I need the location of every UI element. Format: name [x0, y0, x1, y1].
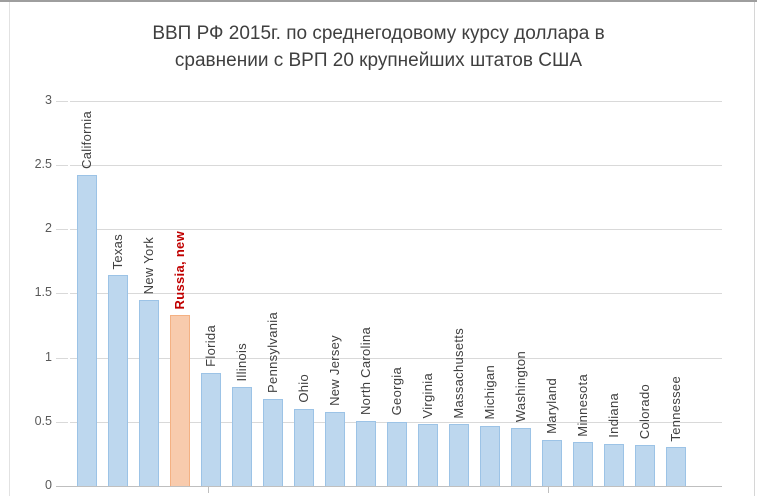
window-top-border: [0, 0, 757, 2]
bar: [511, 428, 531, 486]
chart-frame-left-border: [9, 2, 10, 496]
bar-category-label: New Jersey: [327, 334, 342, 406]
bar-category-label: Texas: [110, 233, 125, 270]
y-tick-label: 2: [45, 221, 52, 235]
chart-frame-right-border: [754, 2, 755, 496]
bar: [604, 443, 624, 486]
bar-category-label: Minnesota: [575, 373, 590, 437]
bar-category-label: New York: [141, 236, 156, 294]
bar-category-label: Florida: [203, 325, 218, 368]
bar: [635, 444, 655, 486]
chart-title: ВВП РФ 2015г. по среднегодовому курсу до…: [30, 20, 727, 74]
chart-title-line-1: ВВП РФ 2015г. по среднегодовому курсу до…: [152, 23, 605, 44]
y-axis-tick: [56, 293, 68, 294]
bar: [666, 447, 686, 486]
y-tick-label: 2.5: [34, 157, 52, 171]
y-tick-label: 3: [45, 93, 52, 107]
y-tick-label: 0.5: [34, 414, 52, 428]
x-axis-minor-tick: [208, 487, 209, 493]
bar-category-label: Virginia: [420, 372, 435, 419]
bar: [573, 442, 593, 486]
y-axis-tick: [56, 422, 68, 423]
gridline: [70, 165, 722, 166]
bar: [232, 387, 252, 486]
bar: [325, 411, 345, 486]
bar-category-label: North Carolina: [358, 326, 373, 415]
gridline: [70, 358, 722, 359]
bar: [77, 175, 97, 486]
bar-category-label: California: [79, 111, 94, 170]
bar-category-label: Washington: [513, 351, 528, 423]
bar: [387, 421, 407, 486]
y-tick-label: 1.5: [34, 285, 52, 299]
bar: [263, 398, 283, 486]
bar-highlight-russia: [170, 315, 190, 486]
y-tick-label: 1: [45, 350, 52, 364]
bar: [356, 420, 376, 486]
bar: [480, 425, 500, 486]
bar-category-label: Colorado: [637, 383, 652, 439]
gridline: [70, 229, 722, 230]
chart-title-line-2: сравнении с ВРП 20 крупнейших штатов США: [174, 50, 583, 71]
bar-category-label: Maryland: [544, 377, 559, 434]
bar-category-label: Russia, new: [172, 230, 187, 310]
bar-category-label: Tennessee: [668, 375, 683, 442]
bar-category-label: Ohio: [296, 374, 311, 403]
y-axis-tick: [56, 229, 68, 230]
bar-category-label: Illinois: [234, 342, 249, 382]
gridline: [70, 293, 722, 294]
gridline: [70, 101, 722, 102]
bar-category-label: Pennsylvania: [265, 311, 280, 393]
y-axis-tick: [56, 101, 68, 102]
bar-category-label: Georgia: [389, 367, 404, 416]
bar: [108, 275, 128, 486]
bar-category-label: Massachusetts: [451, 327, 466, 419]
bar: [418, 424, 438, 486]
bar: [139, 299, 159, 486]
bar: [201, 373, 221, 486]
bar: [449, 424, 469, 486]
x-axis-minor-tick: [548, 487, 549, 493]
y-axis-tick: [56, 165, 68, 166]
bar-category-label: Indiana: [606, 392, 621, 438]
y-tick-label: 0: [45, 478, 52, 492]
bar-category-label: Michigan: [482, 365, 497, 420]
x-axis-line: [56, 486, 722, 487]
bar: [542, 439, 562, 486]
bar: [294, 408, 314, 486]
y-axis-tick: [56, 358, 68, 359]
